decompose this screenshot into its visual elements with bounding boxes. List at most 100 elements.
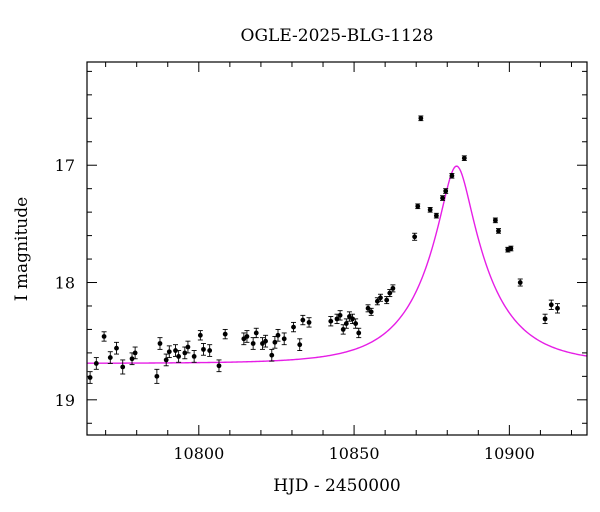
data-point — [492, 217, 498, 224]
data-point-marker — [101, 334, 107, 339]
data-point — [461, 155, 467, 161]
data-point-marker — [496, 228, 501, 234]
data-point-marker — [173, 348, 178, 353]
data-point-marker — [337, 312, 343, 318]
data-point — [517, 278, 523, 287]
data-point-marker — [207, 348, 213, 353]
data-point-marker — [415, 203, 421, 209]
y-tick-label: 18 — [55, 274, 75, 293]
data-point-marker — [449, 173, 455, 179]
data-point — [244, 330, 250, 343]
data-point — [449, 172, 455, 179]
data-point-marker — [263, 338, 268, 344]
data-point-marker — [555, 305, 560, 311]
data-point — [269, 348, 275, 362]
data-point-marker — [542, 316, 548, 322]
data-point — [418, 115, 424, 122]
data-point — [182, 346, 188, 360]
data-point-marker — [368, 309, 374, 315]
data-point — [253, 327, 259, 339]
data-point-marker — [433, 213, 439, 219]
data-point — [495, 228, 501, 234]
data-point — [443, 188, 449, 194]
data-point-marker — [517, 280, 523, 285]
data-point — [200, 343, 206, 356]
data-point-marker — [197, 332, 203, 338]
data-point-marker — [353, 321, 359, 326]
axis-ticks-layer: 10800 10850 10900 17 18 19 — [55, 62, 587, 463]
data-point-marker — [185, 344, 191, 350]
data-point — [93, 357, 99, 370]
data-point-marker — [300, 317, 306, 323]
data-point-marker — [461, 155, 467, 161]
data-point-marker — [384, 297, 390, 303]
data-point — [281, 332, 287, 346]
x-tick-label: 10850 — [329, 444, 380, 463]
data-point — [412, 232, 418, 241]
data-point — [166, 345, 172, 359]
data-point-marker — [306, 319, 312, 325]
data-point-marker — [492, 217, 498, 223]
data-point — [297, 338, 303, 351]
data-point — [554, 303, 560, 314]
data-point — [132, 346, 138, 360]
data-point-marker — [269, 352, 275, 358]
data-point — [350, 313, 356, 325]
data-point — [387, 289, 393, 298]
data-point-marker — [508, 246, 514, 251]
data-point-marker — [291, 324, 296, 330]
data-point — [356, 327, 362, 339]
data-point-marker — [365, 305, 371, 311]
data-point-marker — [176, 354, 182, 359]
data-point — [154, 368, 160, 384]
data-point — [306, 317, 312, 328]
data-point — [340, 324, 346, 335]
data-point-marker — [378, 295, 383, 301]
data-point-marker — [412, 234, 418, 240]
data-point-marker — [390, 285, 396, 291]
data-point-marker — [356, 330, 362, 336]
data-point-marker — [548, 302, 554, 308]
model-curve-layer — [87, 165, 588, 364]
data-point — [272, 336, 278, 349]
data-point — [197, 330, 203, 341]
x-tick-label: 10900 — [484, 444, 535, 463]
data-point-marker — [443, 188, 449, 194]
data-point — [328, 316, 334, 327]
x-axis-label: HJD - 2450000 — [273, 476, 401, 496]
x-tick-label: 10800 — [173, 444, 224, 463]
data-point-marker — [328, 318, 334, 324]
data-point-marker — [440, 195, 445, 201]
data-point — [427, 206, 433, 213]
data-point — [508, 245, 514, 252]
data-point-marker — [216, 363, 222, 369]
data-point-marker — [129, 356, 135, 362]
data-point-marker — [253, 330, 259, 336]
data-point-marker — [93, 361, 99, 366]
data-point — [548, 299, 554, 310]
data-point — [365, 304, 371, 313]
data-point — [346, 311, 352, 322]
data-point — [542, 313, 548, 325]
data-point — [114, 341, 120, 355]
data-point — [343, 318, 349, 329]
data-point-marker — [166, 349, 172, 355]
data-point — [101, 331, 107, 342]
data-point-marker — [275, 332, 281, 338]
data-point-marker — [427, 207, 433, 213]
chart-title: OGLE-2025-BLG-1128 — [241, 26, 434, 46]
data-point-marker — [350, 316, 355, 322]
data-point-marker — [87, 375, 93, 380]
data-point — [337, 310, 343, 321]
data-point — [157, 337, 163, 350]
data-point-marker — [340, 327, 346, 332]
data-point — [415, 203, 421, 210]
model-curve — [87, 165, 588, 364]
data-point-marker — [272, 339, 278, 345]
data-point — [87, 371, 93, 384]
data-point-marker — [107, 355, 113, 360]
data-points-layer — [87, 115, 560, 384]
data-point-marker — [157, 341, 163, 346]
data-point — [176, 350, 182, 363]
data-point — [107, 351, 113, 364]
